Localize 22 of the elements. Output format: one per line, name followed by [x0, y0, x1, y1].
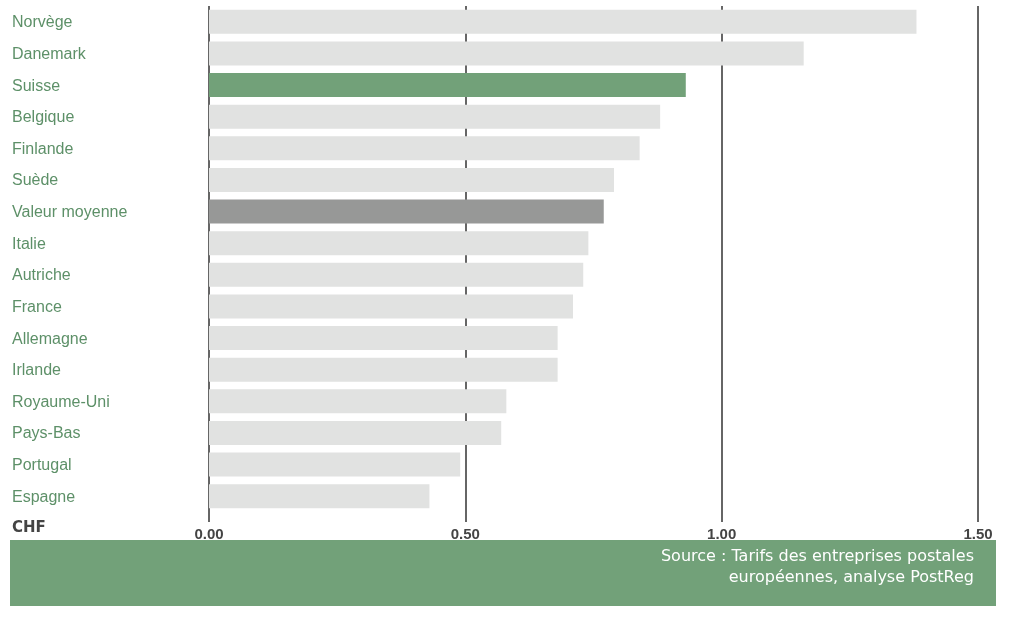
x-tick-label: 0.00	[194, 525, 224, 542]
y-tick-label: Royaume-Uni	[12, 392, 110, 410]
x-tick-label: 1.00	[707, 525, 737, 542]
x-tick-label: 1.50	[963, 525, 993, 542]
y-tick-label: Danemark	[12, 44, 87, 62]
y-tick-label: Suisse	[12, 76, 61, 94]
x-tick-label: 0.50	[450, 525, 480, 542]
y-tick-label: Pays-Bas	[12, 424, 81, 442]
y-tick-label: France	[12, 297, 62, 315]
source-note: Source : Tarifs des entreprises postales européennes, analyse PostReg	[660, 546, 974, 586]
y-tick-label: Suède	[12, 171, 59, 189]
y-tick-label: Espagne	[12, 487, 76, 505]
y-tick-label: Finlande	[12, 139, 74, 157]
y-tick-label: Irlande	[12, 361, 62, 379]
x-axis-title: CHF	[12, 517, 46, 536]
y-tick-label: Allemagne	[12, 329, 88, 347]
y-tick-label: Norvège	[12, 13, 73, 31]
y-tick-label: Belgique	[12, 108, 75, 126]
y-tick-label: Portugal	[12, 456, 72, 474]
y-tick-label: Valeur moyenne	[12, 203, 128, 221]
y-tick-label: Italie	[12, 234, 46, 252]
y-tick-label: Autriche	[12, 266, 71, 284]
